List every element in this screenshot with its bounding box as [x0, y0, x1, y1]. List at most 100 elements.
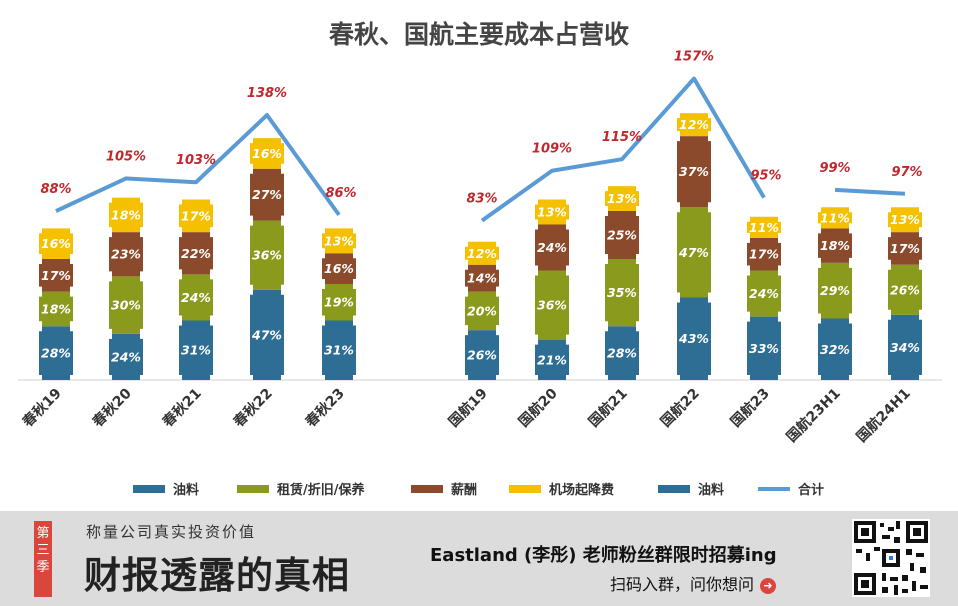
data-label: 13%	[537, 205, 567, 220]
data-label: 16%	[324, 261, 354, 276]
bar-segment	[109, 232, 143, 277]
bar-segment	[322, 228, 356, 254]
total-label: 138%	[247, 86, 287, 101]
data-label: 28%	[41, 346, 71, 361]
total-label: 83%	[466, 192, 497, 207]
legend-label: 油料	[698, 482, 724, 498]
bar-segment	[677, 136, 711, 208]
data-label: 17%	[181, 208, 211, 223]
bar-segment	[322, 253, 356, 284]
bar-segment	[39, 326, 73, 380]
x-tick-label: 国航22	[657, 385, 703, 431]
data-label: 17%	[41, 268, 71, 283]
data-label: 25%	[607, 228, 637, 243]
legend-label: 合计	[798, 482, 824, 498]
x-tick-label: 国航24H1	[853, 385, 914, 446]
banner-brand: 财报透露的真相	[84, 553, 350, 597]
bar-segment	[465, 264, 499, 292]
data-label: 37%	[679, 164, 709, 179]
data-label: 28%	[607, 346, 637, 361]
bar-segment	[888, 314, 922, 380]
data-label: 36%	[537, 298, 567, 313]
data-label: 18%	[111, 207, 141, 222]
bar-segment	[677, 207, 711, 298]
data-label: 21%	[537, 352, 567, 367]
total-label: 157%	[674, 50, 714, 65]
bar-segment	[179, 199, 213, 233]
total-line	[55, 113, 341, 217]
legend-label: 机场起降费	[549, 482, 614, 498]
bar-segment	[818, 262, 852, 319]
bar-segment	[39, 259, 73, 292]
bar-segment	[605, 259, 639, 327]
data-label: 47%	[678, 245, 709, 260]
bar-segment	[605, 186, 639, 212]
total-label: 109%	[532, 142, 572, 157]
bar-segment	[535, 339, 569, 380]
bar-segment	[39, 291, 73, 327]
total-label: 105%	[106, 149, 146, 164]
data-label: 11%	[820, 210, 850, 225]
data-label: 18%	[820, 238, 850, 253]
data-label: 24%	[749, 286, 779, 301]
total-label: 103%	[176, 153, 216, 168]
recruit-text: Eastland (李彤) 老师粉丝群限时招募ing	[430, 545, 777, 566]
data-label: 24%	[537, 240, 567, 255]
data-label: 13%	[607, 191, 637, 206]
bar-segment	[179, 232, 213, 275]
chart: 春秋、国航主要成本占营收 28% 18% 17% 16% 春秋19 24% 30% 23% 18%…	[18, 20, 942, 498]
bar-segment	[818, 228, 852, 263]
bar-segment	[677, 113, 711, 137]
data-label: 47%	[251, 327, 282, 342]
total-label: 99%	[819, 161, 850, 176]
bar-segment	[465, 330, 499, 380]
x-tick-label: 国航23H1	[783, 385, 844, 446]
bar-segment	[322, 320, 356, 380]
x-tick-label: 春秋23	[302, 385, 348, 431]
legend-swatch	[133, 485, 165, 493]
join-cta-label: 扫码入群，问你想问	[610, 575, 755, 594]
bar-segment	[465, 241, 499, 265]
bar-segment	[747, 237, 781, 271]
data-label: 18%	[41, 301, 71, 316]
qr-code-icon[interactable]	[852, 519, 930, 597]
total-line	[480, 76, 766, 223]
data-label: 43%	[678, 331, 709, 346]
bar-segment	[888, 232, 922, 265]
total-line	[834, 187, 906, 196]
bar-segment	[747, 216, 781, 238]
legend-swatch	[411, 485, 443, 493]
data-label: 31%	[324, 343, 354, 358]
data-label: 11%	[749, 220, 779, 235]
legend-label: 油料	[173, 482, 199, 498]
bar-segment	[605, 211, 639, 260]
legend-label: 租赁/折旧/保养	[277, 482, 365, 498]
data-label: 27%	[252, 187, 282, 202]
bar-segment	[747, 316, 781, 380]
data-label: 14%	[467, 271, 497, 286]
data-label: 16%	[252, 146, 282, 161]
data-label: 26%	[890, 282, 920, 297]
data-label: 29%	[820, 283, 850, 298]
data-label: 24%	[181, 290, 211, 305]
x-tick-label: 国航19	[445, 385, 491, 431]
data-label: 35%	[607, 285, 637, 300]
join-cta[interactable]: 扫码入群，问你想问 ➜	[610, 571, 777, 595]
bar-segment	[535, 270, 569, 340]
x-tick-label: 国航23	[727, 385, 773, 431]
bar-segment	[677, 297, 711, 380]
x-tick-label: 国航21	[585, 385, 631, 431]
data-label: 23%	[111, 247, 141, 262]
data-label: 12%	[679, 117, 709, 132]
bar-segment	[179, 320, 213, 380]
bar-segment	[250, 220, 284, 290]
bar-segment	[39, 228, 73, 260]
data-label: 12%	[467, 246, 497, 261]
bar-segment	[109, 333, 143, 380]
bar-segment	[818, 318, 852, 380]
data-label: 22%	[181, 246, 211, 261]
x-tick-label: 春秋20	[89, 385, 135, 431]
bar-segment	[250, 138, 284, 169]
arrow-right-icon[interactable]: ➜	[760, 578, 777, 594]
data-label: 34%	[890, 340, 920, 355]
